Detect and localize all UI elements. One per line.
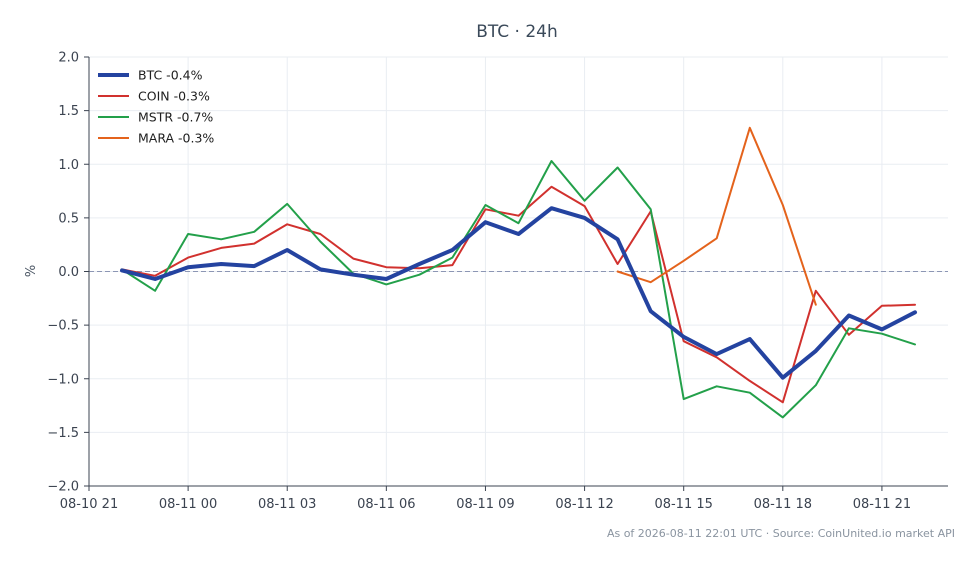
legend: BTC -0.4% COIN -0.3% MSTR -0.7% MARA -0.3% — [98, 68, 214, 146]
chart-title: BTC · 24h — [476, 22, 558, 42]
legend-label-mstr: MSTR -0.7% — [138, 110, 213, 125]
legend-label-btc: BTC -0.4% — [138, 68, 203, 83]
y-tick-label: 0.0 — [58, 265, 79, 280]
legend-label-mara: MARA -0.3% — [138, 131, 214, 146]
y-tick-label: −2.0 — [47, 480, 79, 495]
source-note: As of 2026-08-11 22:01 UTC · Source: Coi… — [607, 527, 955, 540]
series-line-btc — [120, 206, 917, 380]
x-tick-label: 08-11 21 — [853, 497, 911, 512]
x-tick-label: 08-11 09 — [456, 497, 514, 512]
x-axis-ticks: 08-10 21 08-11 00 08-11 03 08-11 06 08-11 09… — [60, 486, 911, 512]
legend-label-coin: COIN -0.3% — [138, 89, 210, 104]
x-tick-label: 08-11 15 — [654, 497, 712, 512]
y-axis-ticks: 2.0 1.5 1.0 0.5 0.0 −0.5 −1.0 −1.5 −2.0 — [47, 51, 89, 495]
series-line-mstr — [121, 160, 916, 419]
x-tick-label: 08-11 03 — [258, 497, 316, 512]
y-tick-label: 1.0 — [58, 158, 79, 173]
x-tick-label: 08-11 18 — [754, 497, 812, 512]
y-tick-label: 2.0 — [58, 51, 79, 66]
x-tick-label: 08-11 12 — [555, 497, 613, 512]
series-lines — [120, 126, 917, 419]
y-tick-label: 0.5 — [58, 211, 79, 226]
y-tick-label: −1.5 — [47, 426, 79, 441]
y-tick-label: 1.5 — [58, 104, 79, 119]
x-tick-label: 08-11 06 — [357, 497, 415, 512]
series-line-coin — [121, 185, 916, 404]
series-line-mara — [616, 126, 817, 306]
y-tick-label: −1.0 — [47, 372, 79, 387]
x-tick-label: 08-11 00 — [159, 497, 217, 512]
y-tick-label: −0.5 — [47, 319, 79, 334]
y-axis-label: % — [24, 265, 39, 277]
x-tick-label: 08-10 21 — [60, 497, 118, 512]
